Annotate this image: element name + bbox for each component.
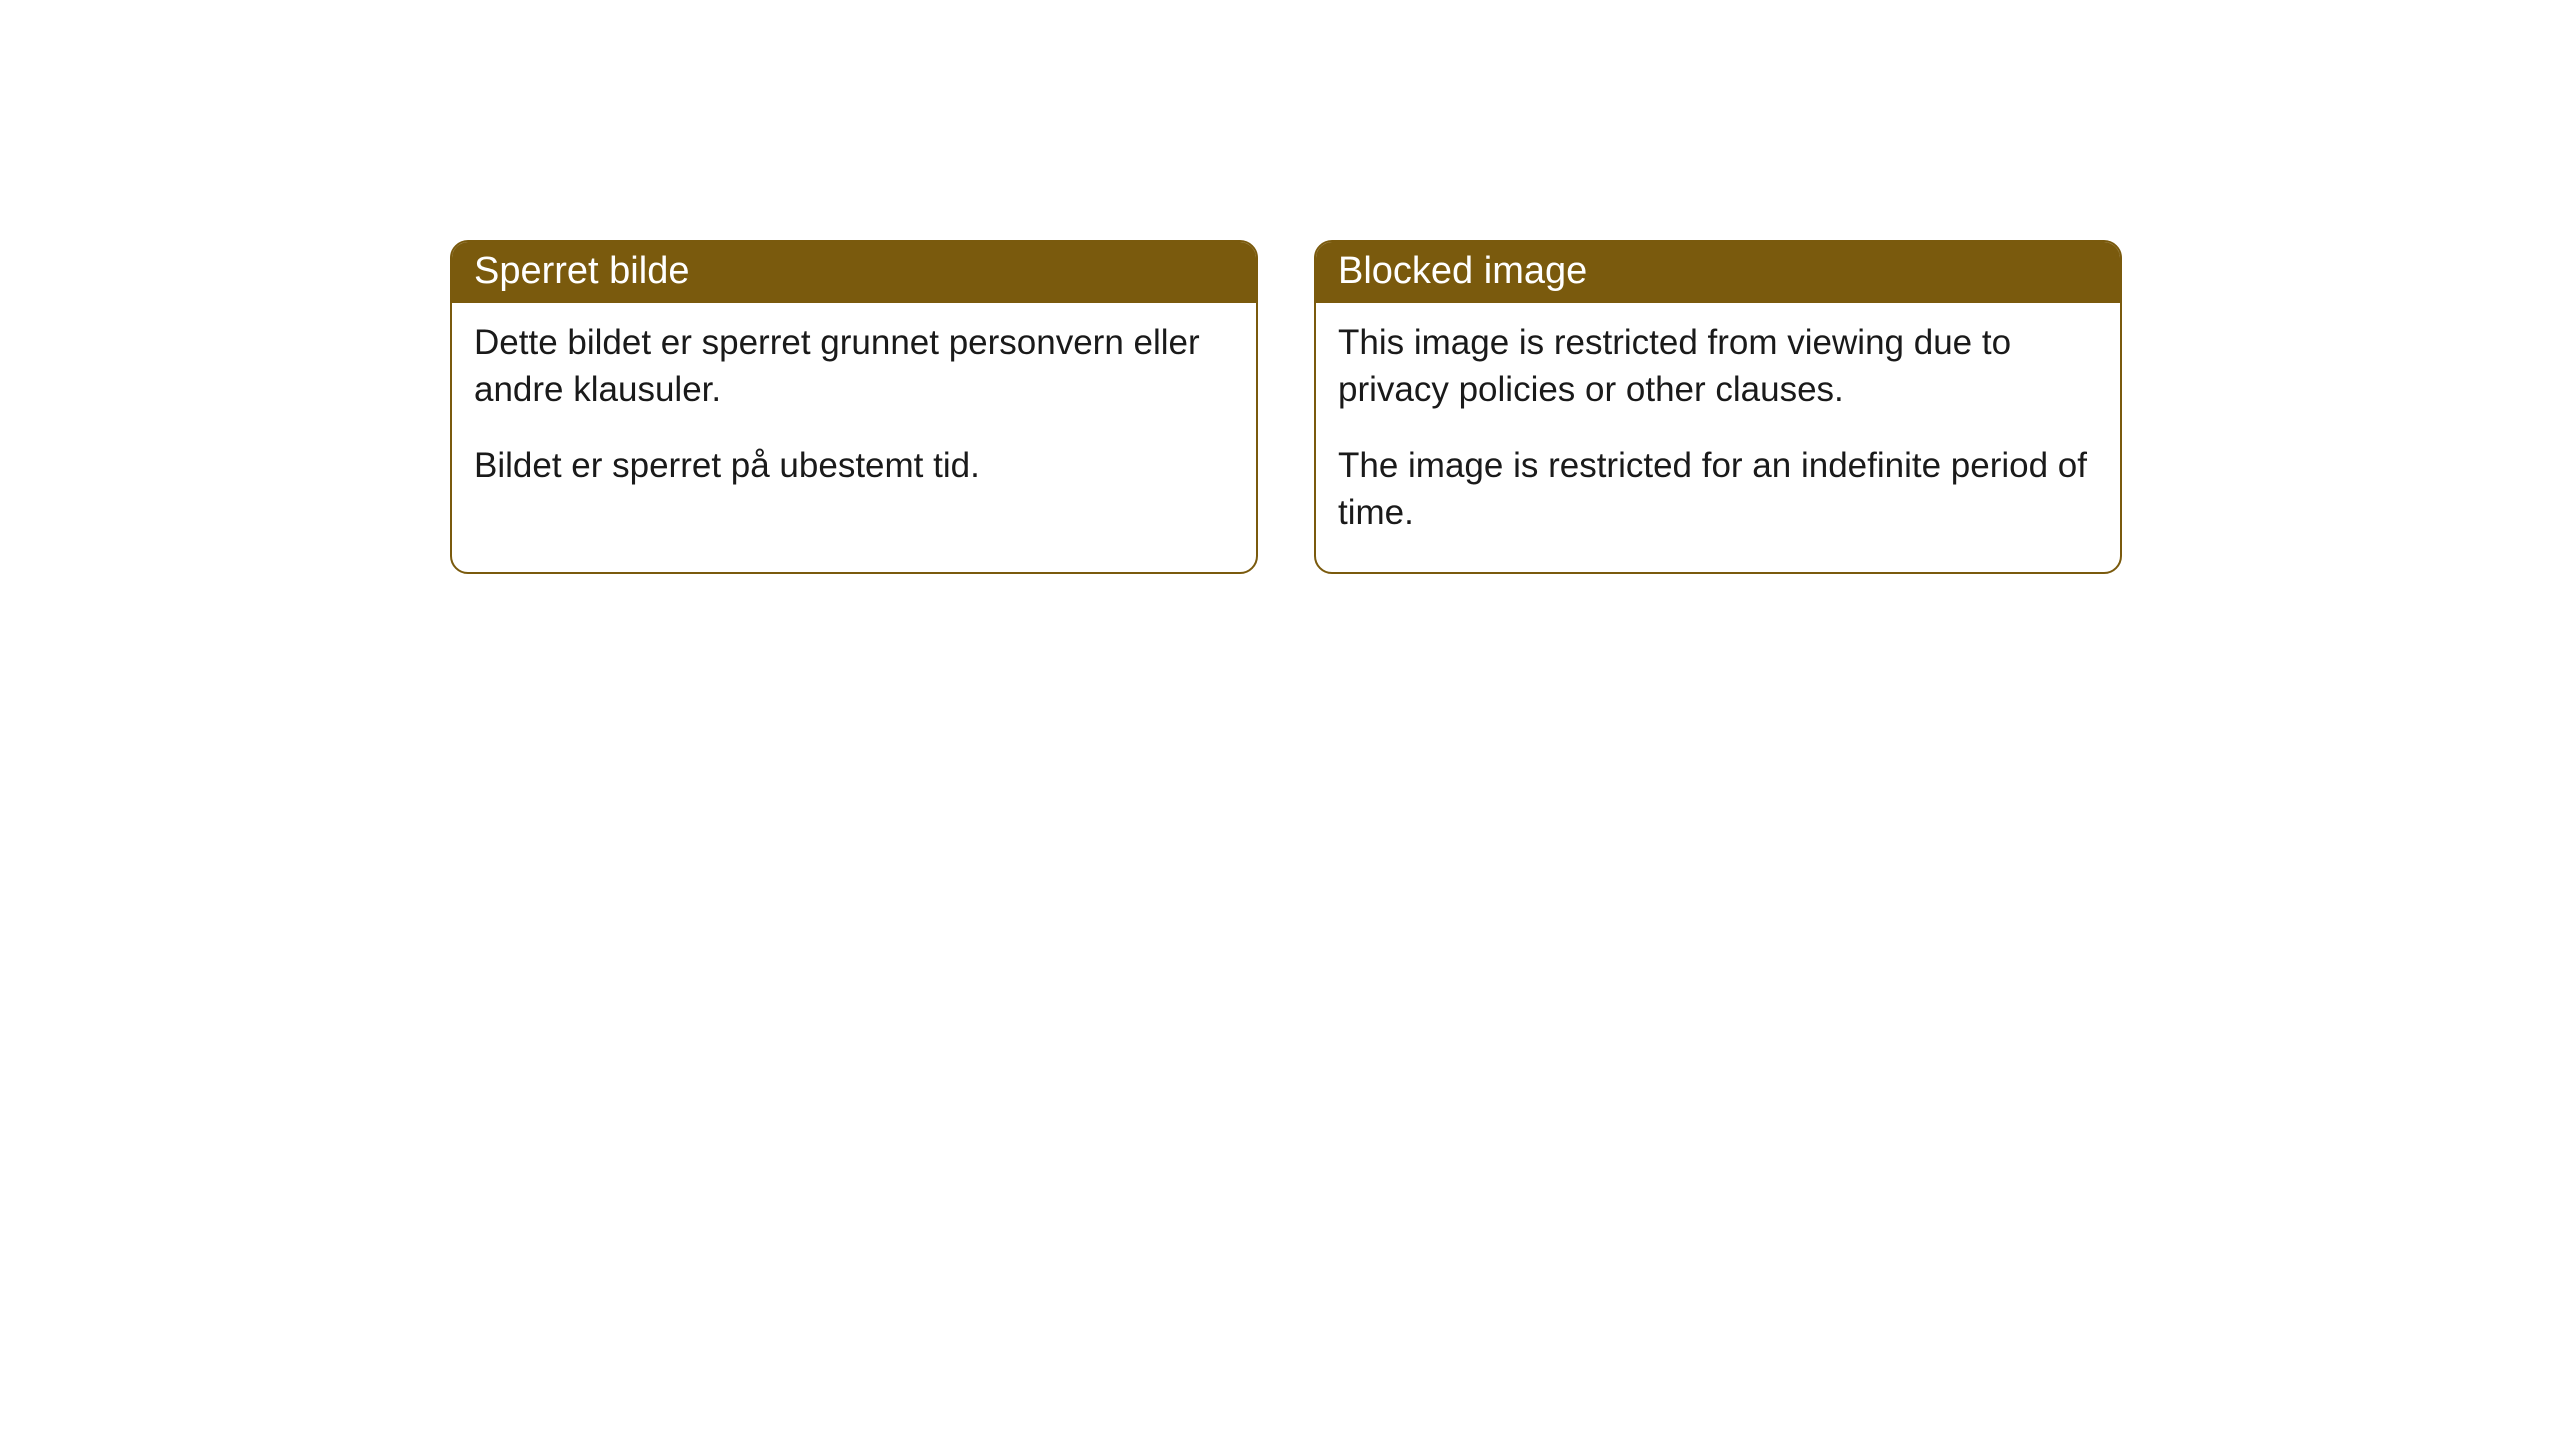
card-body: This image is restricted from viewing du… [1316, 303, 2120, 572]
notice-paragraph: The image is restricted for an indefinit… [1338, 442, 2098, 537]
notice-paragraph: This image is restricted from viewing du… [1338, 319, 2098, 414]
card-header: Blocked image [1316, 242, 2120, 303]
notice-container: Sperret bilde Dette bildet er sperret gr… [450, 240, 2560, 574]
card-body: Dette bildet er sperret grunnet personve… [452, 303, 1256, 525]
notice-paragraph: Bildet er sperret på ubestemt tid. [474, 442, 1234, 489]
card-header: Sperret bilde [452, 242, 1256, 303]
blocked-image-card-english: Blocked image This image is restricted f… [1314, 240, 2122, 574]
blocked-image-card-norwegian: Sperret bilde Dette bildet er sperret gr… [450, 240, 1258, 574]
notice-paragraph: Dette bildet er sperret grunnet personve… [474, 319, 1234, 414]
